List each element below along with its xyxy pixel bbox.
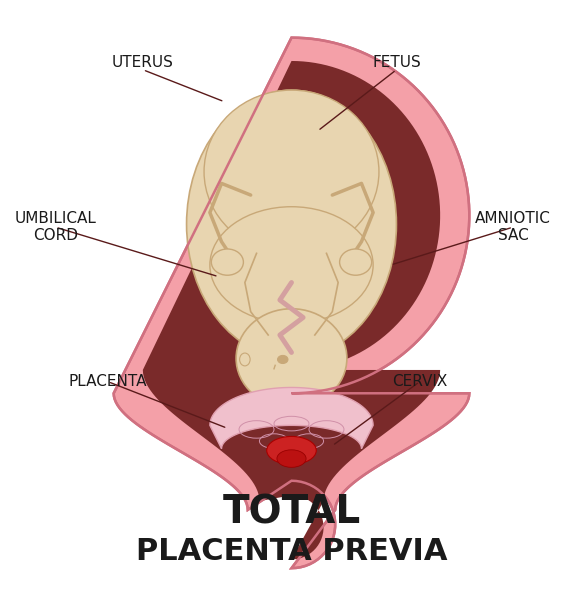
Ellipse shape xyxy=(277,450,306,467)
Text: FETUS: FETUS xyxy=(372,55,421,70)
Ellipse shape xyxy=(187,90,396,358)
Text: CERVIX: CERVIX xyxy=(392,374,447,389)
Polygon shape xyxy=(114,38,469,568)
Polygon shape xyxy=(210,388,373,449)
Ellipse shape xyxy=(278,355,288,364)
Text: TOTAL: TOTAL xyxy=(222,494,361,532)
Ellipse shape xyxy=(266,436,317,464)
Ellipse shape xyxy=(339,249,372,275)
Ellipse shape xyxy=(210,207,373,323)
Text: UMBILICAL
CORD: UMBILICAL CORD xyxy=(15,211,96,244)
Polygon shape xyxy=(143,61,440,559)
Text: PLACENTA PREVIA: PLACENTA PREVIA xyxy=(136,538,447,566)
Text: AMNIOTIC
SAC: AMNIOTIC SAC xyxy=(475,211,551,244)
Ellipse shape xyxy=(204,90,379,253)
Text: PLACENTA: PLACENTA xyxy=(69,374,147,389)
Ellipse shape xyxy=(211,249,244,275)
Ellipse shape xyxy=(236,309,347,408)
Ellipse shape xyxy=(240,353,250,366)
Text: UTERUS: UTERUS xyxy=(112,55,174,70)
